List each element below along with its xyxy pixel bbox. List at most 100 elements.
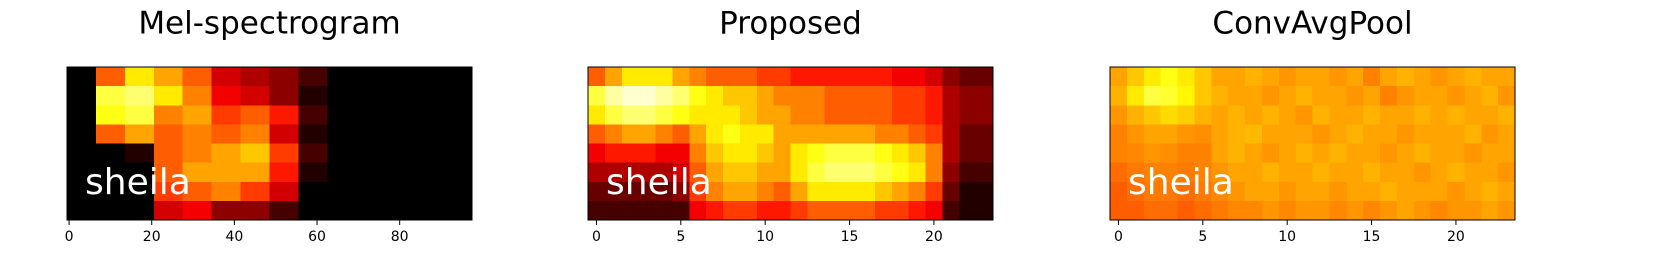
heatmap-panel: Mel-spectrogram 0 20 40 60 80 sheila (65, 6, 473, 245)
heatmap-cell (153, 105, 184, 125)
heatmap-cell (739, 162, 758, 183)
heatmap-cell (1413, 86, 1432, 106)
heatmap-cell (891, 200, 910, 221)
heatmap-cell (773, 162, 792, 183)
heatmap-cell (124, 181, 155, 202)
heatmap-cell (443, 200, 473, 221)
heatmap-cell (1177, 162, 1195, 183)
heatmap-cell (443, 143, 473, 164)
heatmap-cell (1110, 124, 1128, 145)
heatmap-cell (739, 86, 758, 106)
heatmap-cell (1413, 124, 1432, 145)
heatmap-cell (874, 200, 893, 221)
heatmap-cell (858, 200, 876, 221)
heatmap-cell (807, 162, 825, 183)
heatmap-cell (1498, 67, 1516, 87)
heatmap-cell (723, 124, 741, 145)
heatmap-cell (153, 86, 184, 106)
heatmap-cell (925, 200, 943, 221)
heatmap-cell (182, 143, 213, 164)
heatmap-cell (655, 86, 673, 106)
heatmap-cell (756, 86, 775, 106)
heatmap-cell (1110, 200, 1128, 221)
heatmap-cell (807, 67, 825, 87)
heatmap-cell (672, 105, 690, 125)
heatmap-cell (1396, 200, 1415, 221)
heatmap-cell (1380, 143, 1398, 164)
heatmap-cell (240, 124, 271, 145)
annotation: sheila (606, 162, 712, 203)
heatmap-cell (959, 124, 977, 145)
heatmap-cell (638, 162, 657, 183)
heatmap-cell (1396, 181, 1415, 202)
heatmap-cell (1177, 67, 1195, 87)
heatmap-cell (1194, 162, 1212, 183)
heatmap-cell (385, 200, 415, 221)
heatmap-cell (1261, 86, 1280, 106)
heatmap-cell (773, 124, 792, 145)
heatmap-cell (841, 200, 859, 221)
heatmap-cell (790, 105, 808, 125)
panel-title: Mel-spectrogram (138, 6, 400, 42)
heatmap-cell (841, 105, 859, 125)
heatmap-cell (824, 181, 842, 202)
x-tick-label: 80 (391, 229, 409, 245)
heatmap-cell (807, 181, 825, 202)
heatmap-cell (269, 162, 300, 183)
heatmap-cell (621, 124, 640, 145)
heatmap-cell (756, 200, 775, 221)
heatmap-cell (824, 105, 842, 125)
heatmap-cell (1194, 105, 1212, 125)
heatmap-cell (588, 181, 606, 202)
heatmap-cell (1312, 67, 1330, 87)
heatmap-cell (1110, 86, 1128, 106)
heatmap-cell (908, 162, 927, 183)
heatmap-cell (1160, 162, 1179, 183)
heatmap-cell (1481, 181, 1499, 202)
heatmap-cell (124, 86, 155, 106)
heatmap-cell (414, 124, 444, 145)
heatmap-cell (942, 67, 960, 87)
heatmap-cell (1143, 181, 1162, 202)
heatmap-cell (1278, 67, 1297, 87)
heatmap-cell (1380, 67, 1398, 87)
heatmap-cell (124, 162, 155, 183)
x-tick-label: 20 (1447, 229, 1465, 245)
heatmap-cell (1481, 105, 1499, 125)
heatmap-cell (298, 143, 328, 164)
heatmap-cell (1228, 124, 1246, 145)
heatmap-cell (1261, 124, 1280, 145)
heatmap-cell (1261, 67, 1280, 87)
heatmap-cell (706, 143, 724, 164)
heatmap-cell (638, 67, 657, 87)
heatmap-cell (356, 86, 386, 106)
heatmap-cell (1396, 162, 1415, 183)
heatmap-cell (298, 105, 328, 125)
heatmap-cell (1380, 181, 1398, 202)
x-tick-label: 15 (841, 229, 859, 245)
heatmap-cell (655, 67, 673, 87)
heatmap-cell (588, 124, 606, 145)
heatmap-cell (1261, 200, 1280, 221)
heatmap-cell (723, 143, 741, 164)
heatmap-cell (1329, 67, 1347, 87)
heatmap-cell (672, 143, 690, 164)
heatmap-cell (874, 67, 893, 87)
heatmap-cell (1126, 143, 1145, 164)
heatmap-cell (356, 67, 386, 87)
heatmap-cell (1194, 200, 1212, 221)
heatmap-cell (269, 200, 300, 221)
heatmap-cell (1346, 86, 1364, 106)
heatmap-cell (706, 200, 724, 221)
heatmap-cell (672, 67, 690, 87)
heatmap-cell (689, 86, 707, 106)
heatmap-cell (1447, 86, 1465, 106)
heatmap-cell (858, 105, 876, 125)
heatmap-cell (1143, 162, 1162, 183)
heatmap-cell (1447, 162, 1465, 183)
heatmap-cell (1126, 162, 1145, 183)
heatmap-cell (1177, 181, 1195, 202)
heatmap-cell (655, 143, 673, 164)
heatmap-cell (356, 162, 386, 183)
